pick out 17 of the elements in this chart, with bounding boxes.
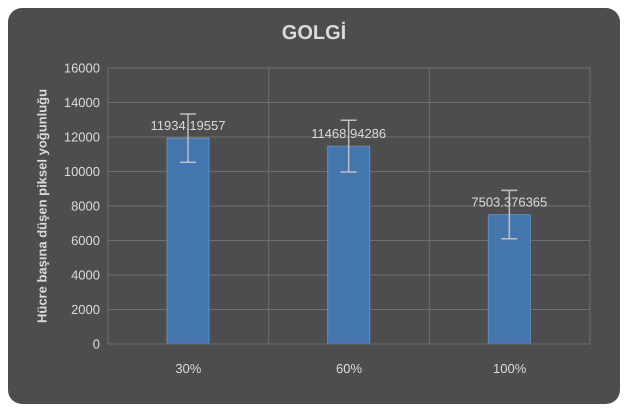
bar: [488, 214, 531, 344]
y-tick-label: 6000: [71, 233, 100, 248]
bar: [166, 138, 210, 344]
y-tick-label: 10000: [64, 164, 100, 180]
y-tick-label: 2000: [71, 302, 100, 318]
x-tick-label: 30%: [175, 361, 202, 376]
bar: [327, 146, 370, 344]
x-tick-label: 60%: [336, 361, 362, 376]
y-tick-label: 8000: [71, 198, 100, 214]
y-tick-label: 4000: [71, 268, 100, 283]
y-tick-label: 16000: [64, 60, 100, 76]
x-tick-label: 100%: [493, 361, 527, 376]
y-tick-label: 0: [92, 336, 100, 352]
y-tick-label: 12000: [64, 130, 100, 145]
chart-title: GOLGİ: [280, 22, 348, 45]
y-axis-title: Hücre başına düşen piksel yoğunluğu: [34, 88, 50, 324]
y-tick-label: 14000: [64, 95, 100, 110]
